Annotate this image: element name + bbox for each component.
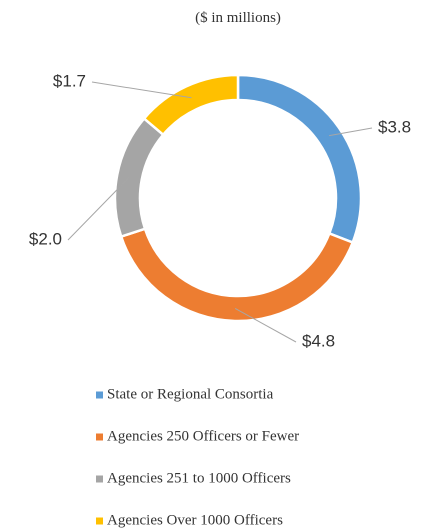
data-label: $1.7: [53, 71, 86, 90]
donut-slice: [236, 73, 363, 245]
legend-swatch: [96, 475, 103, 483]
leader-line: [329, 127, 373, 137]
donut-slice: [119, 227, 355, 323]
data-label: $3.8: [378, 117, 411, 136]
legend-label: Agencies 250 Officers or Fewer: [107, 428, 299, 444]
leader-line: [67, 176, 130, 241]
leader-line: [91, 81, 192, 99]
legend-swatch: [96, 517, 103, 525]
donut-slice: [113, 116, 165, 239]
data-label: $4.8: [302, 331, 335, 350]
legend-swatch: [96, 391, 103, 399]
legend-label: State or Regional Consortia: [107, 386, 274, 402]
legend-swatch: [96, 433, 103, 441]
data-label: $2.0: [29, 229, 62, 248]
legend-label: Agencies Over 1000 Officers: [107, 512, 283, 528]
chart-subtitle: ($ in millions): [195, 10, 281, 26]
donut-slice: [142, 73, 240, 137]
leader-line: [234, 308, 297, 343]
legend-label: Agencies 251 to 1000 Officers: [107, 470, 291, 486]
